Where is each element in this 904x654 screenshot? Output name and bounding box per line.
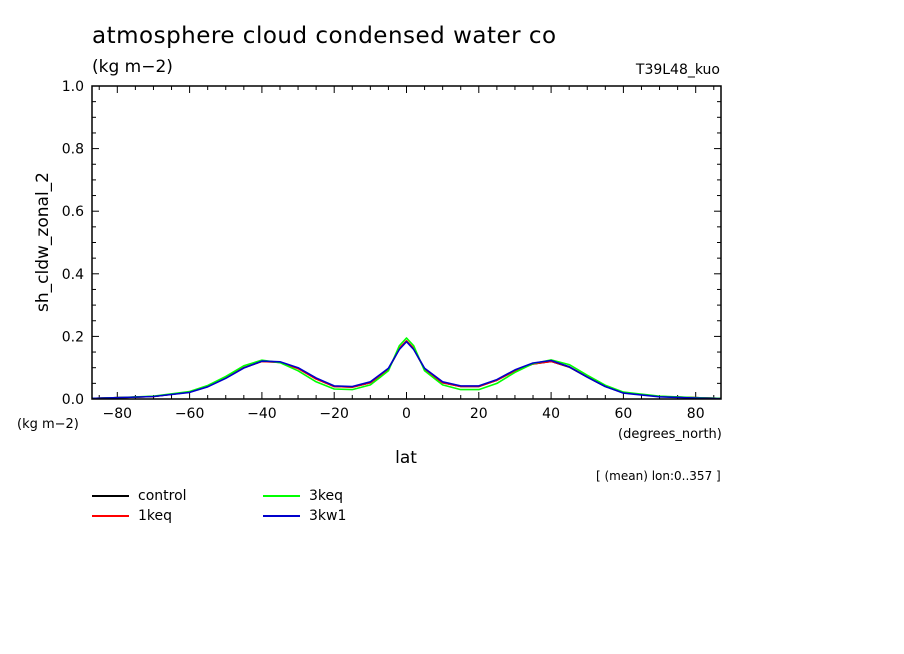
x-tick-label: 60 (614, 406, 632, 422)
y-tick-label: 0.2 (62, 329, 84, 345)
y-tick-label: 0.0 (62, 392, 84, 408)
series-lines (91, 337, 722, 400)
plot-frame (91, 85, 722, 400)
x-tick-label: −20 (319, 406, 349, 422)
legend-swatch (92, 515, 129, 517)
legend-label: 3kw1 (309, 508, 347, 524)
legend-swatch (263, 515, 300, 517)
x-axis-units: (degrees_north) (618, 427, 722, 442)
x-axis-label: lat (395, 448, 417, 468)
y-axis-label: sh_cldw_zonal_2 (33, 172, 53, 312)
legend-label: 1keq (138, 508, 173, 524)
series-line-control (91, 340, 722, 400)
run-id-label: T39L48_kuo (635, 62, 720, 78)
x-tick-label: 0 (402, 406, 411, 422)
y-axis-units: (kg m−2) (17, 417, 79, 432)
series-line-3keq (91, 337, 722, 400)
x-tick-label: 80 (687, 406, 705, 422)
chart-units: (kg m−2) (92, 57, 173, 77)
legend-swatch (92, 495, 129, 497)
y-tick-label: 0.8 (62, 142, 84, 158)
x-tick-label: 20 (470, 406, 488, 422)
averaging-note: [ (mean) lon:0..357 ] (596, 469, 721, 483)
series-line-3kw1 (91, 340, 722, 400)
x-tick-label: −60 (175, 406, 205, 422)
chart-title: atmosphere cloud condensed water co (92, 23, 557, 49)
legend-label: control (138, 488, 187, 504)
x-tick-label: −80 (103, 406, 133, 422)
plot-axes: −80 −60 −40 −20 0 20 40 60 80 0.0 0.2 0.4 0.6 0.8 1.0 (62, 79, 721, 422)
x-tick-label: −40 (247, 406, 277, 422)
legend-label: 3keq (309, 488, 344, 504)
y-tick-label: 1.0 (62, 79, 84, 95)
y-tick-label: 0.6 (62, 204, 84, 220)
y-tick-label: 0.4 (62, 267, 84, 283)
series-line-1keq (91, 339, 722, 400)
x-tick-label: 40 (542, 406, 560, 422)
legend-swatch (263, 495, 300, 497)
